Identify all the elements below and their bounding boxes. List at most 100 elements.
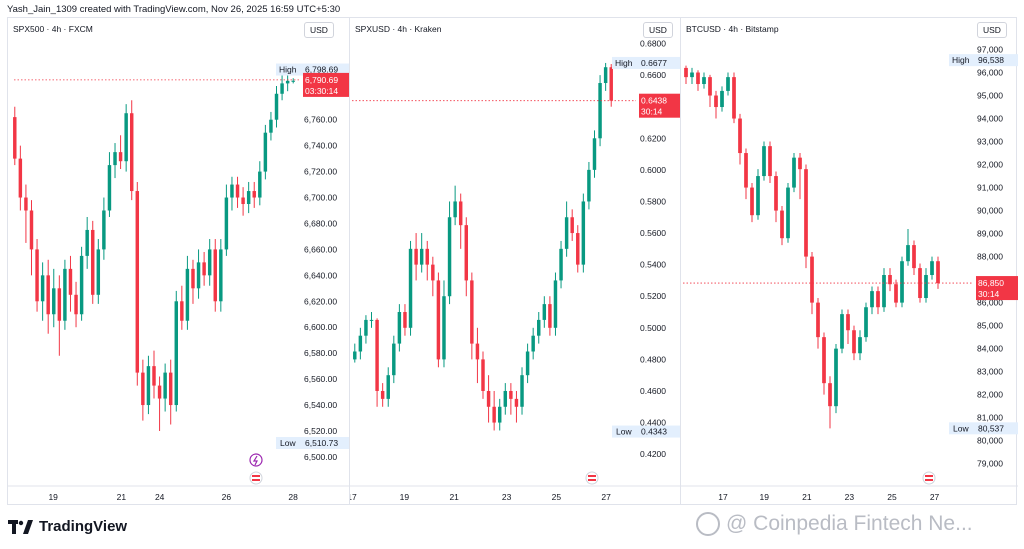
candle (684, 67, 688, 78)
y-tick-label: 0.4400 (640, 418, 666, 428)
candle (570, 217, 574, 234)
currency-button[interactable]: USD (643, 22, 673, 38)
us-flag-stripe (252, 479, 260, 481)
candle (876, 291, 880, 308)
y-tick-label: 91,000 (977, 183, 1003, 193)
y-tick-label: 0.6000 (640, 165, 666, 175)
candle (207, 249, 212, 276)
candle (559, 248, 563, 281)
x-tick-label: 17 (718, 492, 728, 502)
us-flag-stripe (588, 479, 596, 481)
y-tick-label: 86,000 (977, 298, 1003, 308)
us-flag-stripe (252, 475, 260, 477)
currency-button[interactable]: USD (977, 22, 1007, 38)
candle (888, 275, 892, 285)
y-tick-label: 0.5600 (640, 228, 666, 238)
us-flag-stripe (925, 475, 933, 477)
low-value: 0.4343 (641, 427, 667, 437)
lightning-bolt (252, 455, 258, 466)
candle (553, 280, 558, 328)
candle (185, 268, 190, 321)
candle (124, 113, 128, 162)
candle (40, 275, 45, 302)
candle (714, 95, 718, 108)
candle (280, 83, 284, 94)
y-tick-label: 6,660.00 (304, 244, 337, 254)
candle (509, 390, 513, 399)
candle (762, 146, 766, 177)
candle (840, 314, 844, 349)
candle (792, 157, 796, 188)
candle (458, 201, 463, 226)
candle (609, 67, 613, 101)
candle (798, 157, 802, 170)
y-tick-label: 6,740.00 (304, 141, 337, 151)
candle (269, 119, 273, 133)
y-tick-label: 6,680.00 (304, 218, 337, 228)
candle (816, 302, 820, 338)
y-tick-label: 6,600.00 (304, 322, 337, 332)
x-tick-label: 24 (155, 492, 165, 502)
candle (936, 261, 940, 284)
candle (18, 158, 23, 198)
candle (364, 319, 368, 336)
low-value-bg (639, 425, 682, 438)
candle (380, 390, 385, 399)
us-flag-icon (922, 471, 936, 485)
candle (581, 201, 586, 265)
low-value: 80,537 (978, 423, 1004, 433)
candle (74, 294, 78, 315)
us-flag-icon (249, 471, 263, 485)
chart-svg-btcusd[interactable]: 79,000 80,000 81,000 82,000 83,000 84,000 85,0… (681, 18, 1018, 506)
chart-title: SPXUSD · 4h · Kraken (355, 24, 442, 34)
candle (864, 307, 868, 338)
chart-svg-spxusd[interactable]: 0.4200 0.4400 0.4600 0.4800 0.5000 0.5200 0.54… (350, 18, 682, 506)
last-price-value: 6,790.69 (305, 75, 338, 85)
candle (592, 138, 597, 170)
x-tick-label: 27 (930, 492, 940, 502)
tradingview-logo[interactable]: TradingView (8, 518, 127, 535)
candle (403, 312, 407, 328)
currency-button[interactable]: USD (304, 22, 334, 38)
candle (486, 390, 491, 407)
candle (285, 80, 290, 84)
x-tick-label: 21 (117, 492, 127, 502)
y-tick-label: 0.4800 (640, 354, 666, 364)
candle (180, 301, 184, 321)
y-tick-label: 89,000 (977, 229, 1003, 239)
candle (191, 268, 195, 289)
candle (576, 233, 580, 265)
candle (708, 77, 712, 96)
candle (774, 176, 778, 211)
x-tick-label: 26 (222, 492, 232, 502)
chart-panel-btcusd[interactable]: 79,000 80,000 81,000 82,000 83,000 84,000 85,0… (680, 17, 1018, 506)
candle (35, 249, 39, 302)
chart-panel-spx500[interactable]: 6,500.00 6,520.00 6,540.00 6,560.00 6,580.00… (7, 17, 351, 506)
y-tick-label: 80,000 (977, 436, 1003, 446)
y-tick-label: 0.5400 (640, 260, 666, 270)
low-value: 6,510.73 (305, 438, 338, 448)
chart-panel-spxusd[interactable]: 0.4200 0.4400 0.4600 0.4800 0.5000 0.5200 0.54… (349, 17, 682, 506)
candle (696, 72, 700, 85)
y-tick-label: 0.6800 (640, 39, 666, 49)
candle (196, 262, 201, 289)
candle (146, 366, 151, 406)
candle (834, 348, 838, 407)
lightning-icon (249, 453, 263, 467)
candle (24, 197, 28, 211)
chart-svg-spx500[interactable]: 6,500.00 6,520.00 6,540.00 6,560.00 6,580.00… (8, 18, 351, 506)
candle (780, 210, 784, 239)
y-tick-label: 79,000 (977, 459, 1003, 469)
y-tick-label: 96,000 (977, 68, 1003, 78)
high-value-bg (303, 63, 351, 76)
x-tick-label: 19 (400, 492, 410, 502)
candle (531, 335, 535, 352)
y-tick-label: 0.5200 (640, 291, 666, 301)
candle (756, 176, 760, 216)
candle (63, 268, 67, 321)
candle (213, 249, 217, 302)
candle (168, 372, 173, 406)
low-label: Low (280, 438, 296, 448)
candle (514, 398, 519, 407)
candle (930, 261, 934, 276)
